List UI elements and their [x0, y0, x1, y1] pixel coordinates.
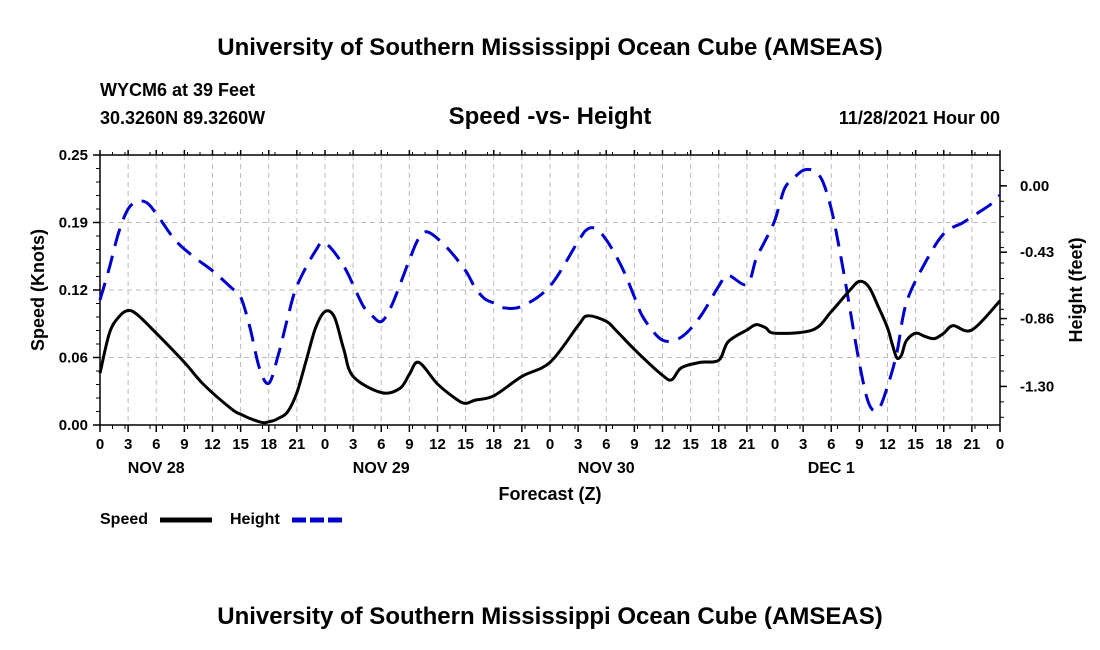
- plot-grid: [100, 155, 1000, 425]
- x-tick-label: 15: [907, 436, 924, 453]
- x-tick-label: 6: [377, 436, 385, 453]
- x-tick-label: 6: [602, 436, 610, 453]
- y-right-tick-label: -0.43: [1020, 244, 1054, 261]
- y-axis-left-label: Speed (Knots): [28, 229, 48, 351]
- station-coordinates: 30.3260N 89.3260W: [100, 108, 265, 128]
- x-tick-label: 9: [180, 436, 188, 453]
- x-tick-label: 3: [349, 436, 357, 453]
- x-tick-label: 18: [935, 436, 952, 453]
- x-tick-label: 6: [827, 436, 835, 453]
- x-tick-label: 0: [771, 436, 779, 453]
- forecast-date: 11/28/2021 Hour 00: [839, 108, 1000, 128]
- station-label: WYCM6 at 39 Feet: [100, 80, 255, 100]
- x-tick-label: 12: [429, 436, 446, 453]
- y-right-tick-label: -1.30: [1020, 378, 1054, 395]
- plot-axes: 0 3 6 9 12 15 18 21 0 3 6 9 12 15 18 21 0 3 6 9 12 15 18 21 0 3 6 9…: [59, 147, 1054, 477]
- x-tick-label: 21: [289, 436, 306, 453]
- x-tick-label: 0: [996, 436, 1004, 453]
- x-tick-label: 9: [630, 436, 638, 453]
- y-left-tick-label: 0.06: [59, 350, 88, 367]
- y-left-tick-label: 0.12: [59, 282, 88, 299]
- x-tick-label: 15: [682, 436, 699, 453]
- x-tick-label: 18: [485, 436, 502, 453]
- y-right-tick-label: 0.00: [1020, 178, 1049, 195]
- x-tick-label: 12: [879, 436, 896, 453]
- x-tick-label: 12: [654, 436, 671, 453]
- y-left-tick-label: 0.00: [59, 417, 88, 434]
- y-right-tick-label: -0.86: [1020, 311, 1054, 328]
- speed-series-line: [98, 279, 1002, 425]
- x-day-label: NOV 28: [128, 460, 185, 477]
- x-tick-label: 12: [204, 436, 221, 453]
- chart-header-title: University of Southern Mississippi Ocean…: [217, 34, 882, 61]
- chart-legend: Speed Height: [100, 511, 344, 528]
- x-tick-label: 9: [405, 436, 413, 453]
- x-tick-label: 15: [457, 436, 474, 453]
- legend-speed-label: Speed: [100, 511, 148, 528]
- x-tick-label: 15: [232, 436, 249, 453]
- y-left-tick-label: 0.25: [59, 147, 88, 164]
- x-tick-label: 0: [546, 436, 554, 453]
- x-tick-label: 6: [152, 436, 160, 453]
- x-day-label: NOV 29: [353, 460, 410, 477]
- x-tick-label: 18: [710, 436, 727, 453]
- x-tick-label: 0: [321, 436, 329, 453]
- x-axis-label: Forecast (Z): [498, 484, 601, 504]
- x-tick-label: 3: [574, 436, 582, 453]
- x-tick-label: 18: [260, 436, 277, 453]
- x-day-label: NOV 30: [578, 460, 635, 477]
- y-left-tick-label: 0.19: [59, 215, 88, 232]
- x-tick-label: 9: [855, 436, 863, 453]
- y-axis-right-label: Height (feet): [1066, 238, 1086, 343]
- height-series-line: [98, 167, 1002, 413]
- x-tick-label: 21: [739, 436, 756, 453]
- x-tick-label: 3: [799, 436, 807, 453]
- footer-title: University of Southern Mississippi Ocean…: [217, 603, 882, 630]
- chart-title: Speed -vs- Height: [449, 103, 652, 130]
- x-tick-label: 0: [96, 436, 104, 453]
- x-tick-label: 3: [124, 436, 132, 453]
- x-tick-label: 21: [514, 436, 531, 453]
- legend-height-label: Height: [230, 511, 280, 528]
- x-tick-label: 21: [964, 436, 981, 453]
- x-day-label: DEC 1: [808, 460, 855, 477]
